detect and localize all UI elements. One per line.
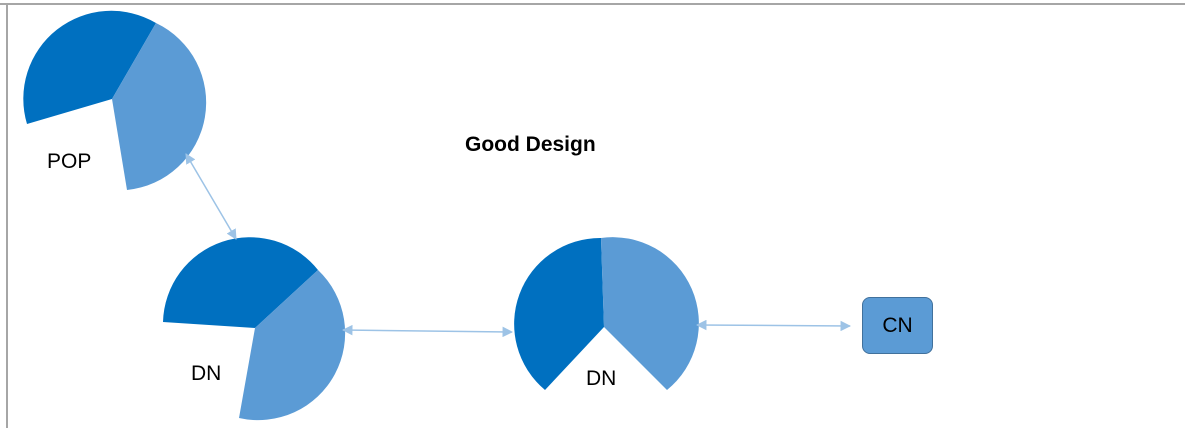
connector-dn-dn: [341, 324, 514, 338]
dn-left-pie: [163, 237, 346, 421]
pop-label: POP: [47, 150, 92, 173]
dn-left-pie-light-segment: [239, 270, 346, 421]
diagram-title: Good Design: [465, 133, 596, 156]
dn-right-label: DN: [586, 367, 617, 390]
dn-right-pie: [514, 237, 699, 390]
cn-node-box: CN: [862, 297, 933, 354]
pop-pie: [23, 10, 207, 190]
connector-dn-cn: [695, 319, 852, 332]
dn-right-pie-light-segment: [601, 237, 699, 390]
pop-pie-light-segment: [112, 23, 207, 190]
dn-right-pie-dark-segment: [514, 237, 604, 390]
connector-pop-dn: [185, 153, 237, 240]
dn-left-pie-dark-segment: [163, 237, 318, 328]
pop-pie-dark-segment: [23, 10, 156, 125]
cn-label: CN: [882, 313, 913, 337]
dn-left-label: DN: [191, 362, 222, 385]
